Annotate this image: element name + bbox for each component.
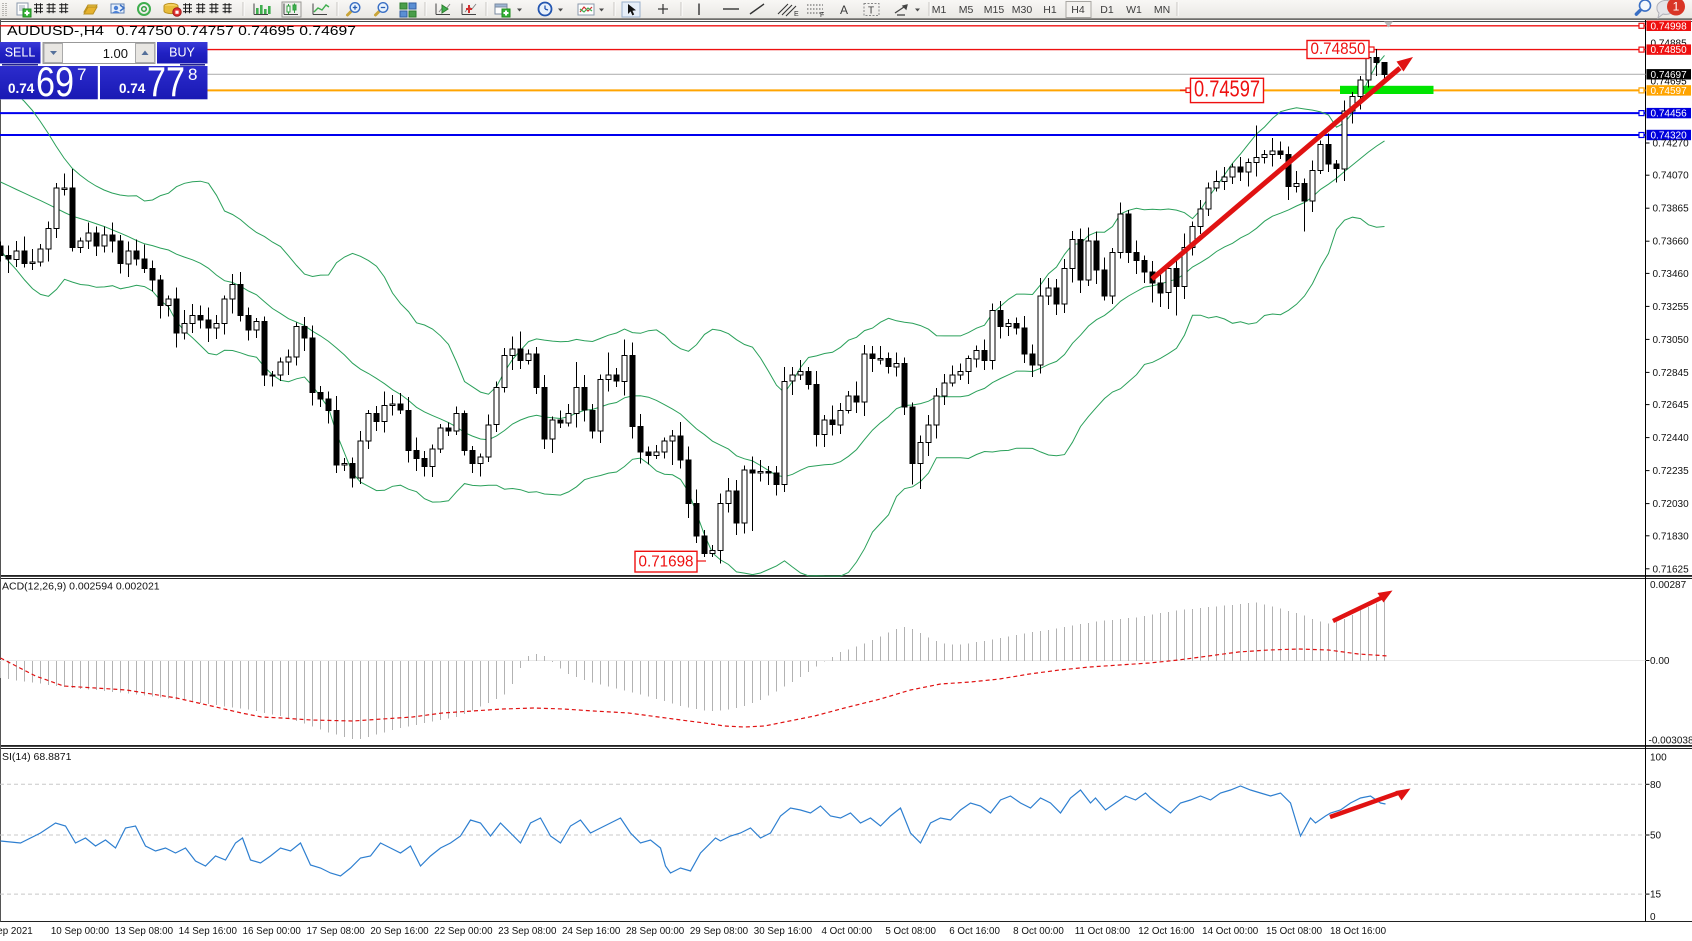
svg-text:H1: H1 (1043, 4, 1057, 16)
svg-text:0.72030: 0.72030 (1653, 499, 1690, 510)
svg-text:0.72235: 0.72235 (1653, 466, 1690, 477)
svg-text:ep 2021: ep 2021 (0, 926, 33, 937)
svg-text:H4: H4 (1071, 4, 1085, 16)
svg-text:30 Sep 16:00: 30 Sep 16:00 (754, 926, 813, 937)
svg-text:50: 50 (1650, 831, 1662, 842)
svg-text:0.00: 0.00 (1650, 656, 1670, 667)
svg-text:10 Sep 00:00: 10 Sep 00:00 (51, 926, 110, 937)
svg-text:22 Sep 00:00: 22 Sep 00:00 (434, 926, 493, 937)
svg-text:0.71698: 0.71698 (639, 554, 694, 571)
svg-text:0.74697: 0.74697 (1651, 70, 1688, 81)
svg-text:8 Oct 00:00: 8 Oct 00:00 (1013, 926, 1064, 937)
svg-text:0: 0 (1650, 912, 1656, 923)
svg-text:M1: M1 (932, 4, 947, 16)
svg-text:1.00: 1.00 (103, 46, 128, 61)
svg-text:SI(14) 68.8871: SI(14) 68.8871 (2, 751, 72, 763)
svg-text:0.74695: 0.74695 (1651, 77, 1688, 88)
svg-text:8: 8 (188, 65, 197, 84)
svg-text:MN: MN (1154, 4, 1170, 16)
svg-text:0.74850: 0.74850 (1651, 45, 1688, 56)
svg-text:5 Oct 08:00: 5 Oct 08:00 (885, 926, 936, 937)
svg-text:7: 7 (77, 65, 86, 84)
svg-text:14 Oct 00:00: 14 Oct 00:00 (1202, 926, 1259, 937)
svg-text:24 Sep 16:00: 24 Sep 16:00 (562, 926, 621, 937)
svg-text:17 Sep 08:00: 17 Sep 08:00 (306, 926, 365, 937)
svg-text:0.73255: 0.73255 (1653, 302, 1690, 313)
svg-text:23 Sep 08:00: 23 Sep 08:00 (498, 926, 557, 937)
svg-text:0.74320: 0.74320 (1651, 131, 1688, 142)
svg-text:M30: M30 (1012, 4, 1033, 16)
svg-text:100: 100 (1650, 753, 1667, 764)
svg-text:SELL: SELL (5, 46, 36, 60)
svg-text:0.71625: 0.71625 (1653, 564, 1690, 575)
svg-text:1: 1 (1673, 0, 1680, 14)
svg-text:E: E (794, 11, 799, 18)
svg-text:12 Oct 16:00: 12 Oct 16:00 (1138, 926, 1195, 937)
svg-text:29 Sep 08:00: 29 Sep 08:00 (690, 926, 749, 937)
svg-text:A: A (840, 3, 848, 17)
svg-text:0.72645: 0.72645 (1653, 400, 1690, 411)
svg-text:77: 77 (147, 58, 185, 105)
svg-text:0.74597: 0.74597 (1194, 75, 1260, 101)
svg-text:4 Oct 00:00: 4 Oct 00:00 (821, 926, 872, 937)
svg-text:0.74850: 0.74850 (1311, 40, 1366, 58)
svg-text:0.74: 0.74 (119, 81, 146, 96)
svg-text:T: T (868, 6, 874, 17)
svg-text:W1: W1 (1126, 4, 1142, 16)
svg-text:0.74885: 0.74885 (1651, 39, 1688, 50)
svg-text:0.74070: 0.74070 (1653, 171, 1690, 182)
svg-text:F: F (820, 12, 824, 19)
svg-text:M5: M5 (959, 4, 974, 16)
svg-text:15: 15 (1650, 890, 1662, 901)
svg-text:16 Sep 00:00: 16 Sep 00:00 (243, 926, 302, 937)
svg-text:D1: D1 (1100, 4, 1114, 16)
svg-text:0.74597: 0.74597 (1651, 86, 1688, 97)
svg-text:18 Oct 16:00: 18 Oct 16:00 (1330, 926, 1387, 937)
svg-text:0.73460: 0.73460 (1653, 269, 1690, 280)
svg-text:0.71830: 0.71830 (1653, 531, 1690, 542)
svg-text:0.00287: 0.00287 (1650, 580, 1687, 591)
svg-text:0.74750 0.74757 0.74695 0.7469: 0.74750 0.74757 0.74695 0.74697 (116, 23, 356, 38)
svg-text:0.73660: 0.73660 (1653, 237, 1690, 248)
svg-text:ACD(12,26,9) 0.002594 0.002021: ACD(12,26,9) 0.002594 0.002021 (2, 581, 160, 593)
svg-text:0.72440: 0.72440 (1653, 433, 1690, 444)
svg-text:0.74998: 0.74998 (1651, 21, 1688, 32)
svg-text:6 Oct 16:00: 6 Oct 16:00 (949, 926, 1000, 937)
svg-text:0.74270: 0.74270 (1653, 139, 1690, 150)
svg-text:0.72845: 0.72845 (1653, 368, 1690, 379)
svg-text:M15: M15 (984, 4, 1005, 16)
svg-text:-0.003038: -0.003038 (1649, 736, 1692, 747)
svg-text:69: 69 (36, 58, 74, 105)
svg-text:0.74456: 0.74456 (1651, 109, 1688, 120)
svg-text:14 Sep 16:00: 14 Sep 16:00 (179, 926, 238, 937)
svg-text:0.73865: 0.73865 (1653, 204, 1690, 215)
svg-text:11 Oct 08:00: 11 Oct 08:00 (1075, 926, 1131, 937)
svg-text:15 Oct 08:00: 15 Oct 08:00 (1266, 926, 1323, 937)
svg-text:20 Sep 16:00: 20 Sep 16:00 (370, 926, 429, 937)
svg-text:80: 80 (1650, 780, 1662, 791)
svg-text:28 Sep 00:00: 28 Sep 00:00 (626, 926, 685, 937)
svg-text:0.74: 0.74 (8, 81, 35, 96)
svg-text:13 Sep 08:00: 13 Sep 08:00 (115, 926, 174, 937)
svg-text:AUDUSD-,H4: AUDUSD-,H4 (7, 23, 104, 38)
svg-text:0.73050: 0.73050 (1653, 335, 1690, 346)
svg-text:BUY: BUY (169, 46, 195, 60)
